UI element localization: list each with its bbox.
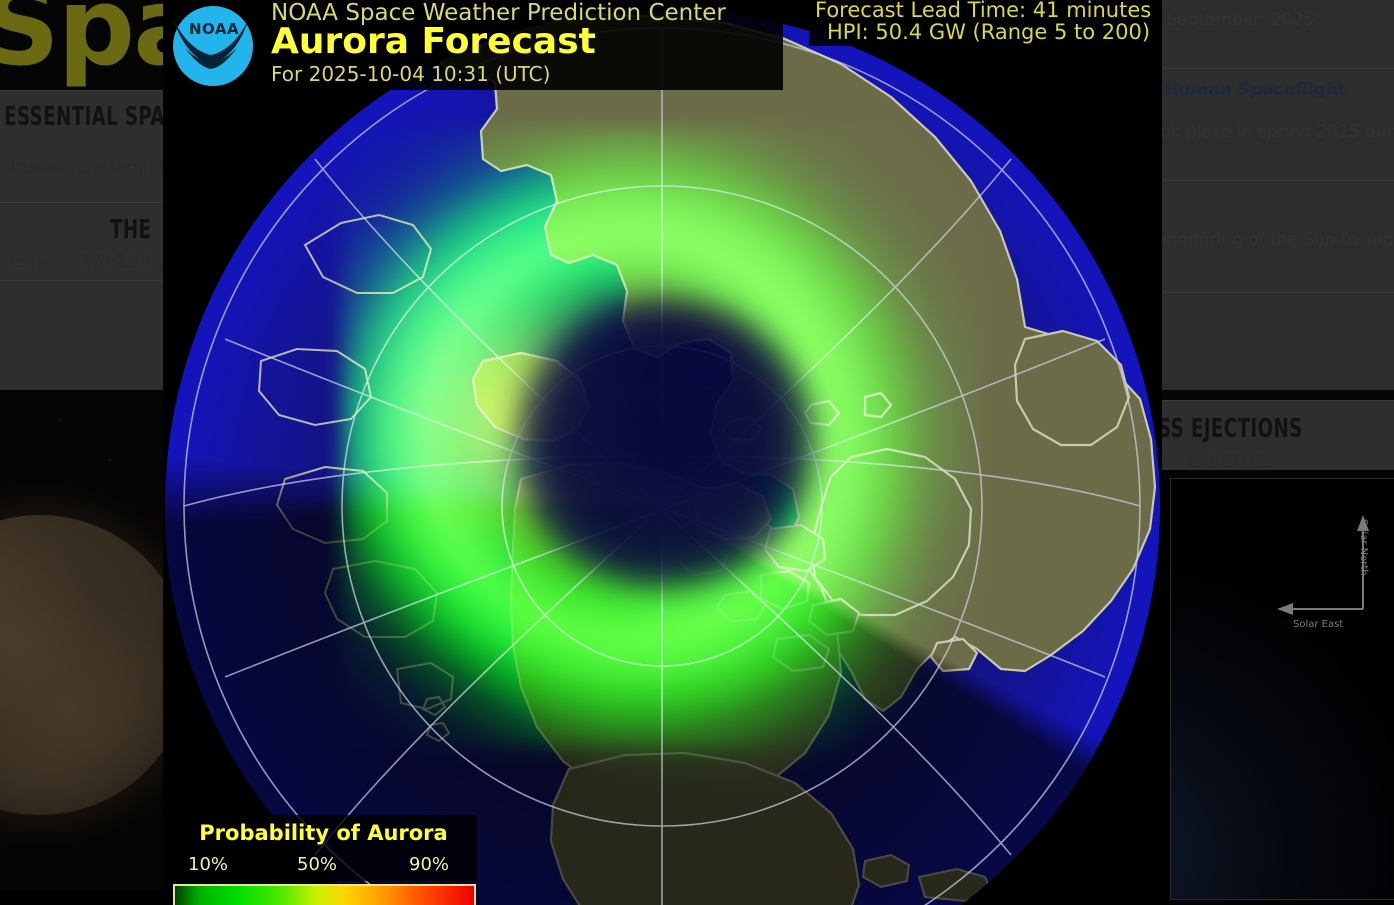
legend-title: Probability of Aurora: [199, 821, 448, 845]
legend-tick-10: 10%: [188, 854, 229, 875]
latitude-longitude-grid: [165, 9, 1160, 905]
sdo-sun-image[interactable]: [0, 470, 200, 890]
background-article-line: ook place in spring 2025 during a: [1150, 122, 1394, 142]
wavelength-tab-171[interactable]: 171Å: [80, 252, 125, 272]
background-section-heading: THE: [110, 215, 152, 245]
legend-tick-50: 50%: [297, 854, 338, 875]
background-left-line-1: Positioning System (GP: [0, 158, 179, 178]
noaa-seagull-icon: [173, 18, 249, 69]
forecast-header-right: Forecast Lead Time: 41 minutes HPI: 50.4…: [809, 0, 1162, 46]
sun-disk: [0, 515, 190, 815]
background-left-panel: G ESSENTIAL SPACE WE Positioning System …: [0, 90, 231, 390]
corona-glow: [1171, 539, 1394, 899]
valid-time: For 2025-10-04 10:31 (UTC): [271, 62, 551, 86]
legend-tick-90: 90%: [409, 854, 450, 875]
background-cme-panel: SS EJECTIONS 2 LASCO C3: [1140, 400, 1394, 472]
agency-name: NOAA Space Weather Prediction Center: [271, 0, 726, 26]
cme-section-heading: SS EJECTIONS: [1158, 414, 1303, 444]
noaa-logo-text: NOAA: [188, 20, 240, 38]
lasco-c3-image[interactable]: Solar North Solar East: [1170, 478, 1394, 900]
noaa-logo-disk: [173, 6, 253, 86]
noaa-logo: NOAA: [165, 2, 257, 90]
forecast-lead-time: Forecast Lead Time: 41 minutes: [815, 0, 1152, 22]
solar-north-label: Solar North: [1358, 519, 1369, 576]
aurora-globe: [165, 9, 1160, 905]
background-article-line-2: monitoring of the Sun to support: [1150, 230, 1394, 250]
page-title: Aurora Forecast: [271, 21, 596, 62]
cme-tab-lasco-c2[interactable]: 2: [1158, 452, 1169, 472]
wavelength-tab-131[interactable]: 131Å: [5, 252, 50, 272]
legend-backdrop: [170, 815, 477, 881]
background-date-line: 4 September, 2025!: [1150, 10, 1322, 30]
solar-east-label: Solar East: [1293, 619, 1344, 630]
legend-tick-row: 10% 50% 90%: [170, 854, 477, 878]
forecast-header-left: NOAA NOAA Space Weather Prediction Cente…: [163, 0, 783, 90]
hemispheric-power-index: HPI: 50.4 GW (Range 5 to 200): [827, 20, 1151, 44]
solar-orientation-axes: [1277, 515, 1369, 615]
probability-legend: Probability of Aurora 10% 50% 90%: [170, 815, 477, 905]
background-article-heading[interactable]: r Human Spaceflight: [1150, 80, 1347, 100]
legend-colorbar: [173, 884, 476, 905]
aurora-forecast-modal[interactable]: NOAA NOAA Space Weather Prediction Cente…: [163, 0, 1162, 905]
wavelength-tab-195[interactable]: 195A: [118, 252, 163, 272]
cme-tab-lasco-c3[interactable]: LASCO C3: [1188, 452, 1274, 472]
